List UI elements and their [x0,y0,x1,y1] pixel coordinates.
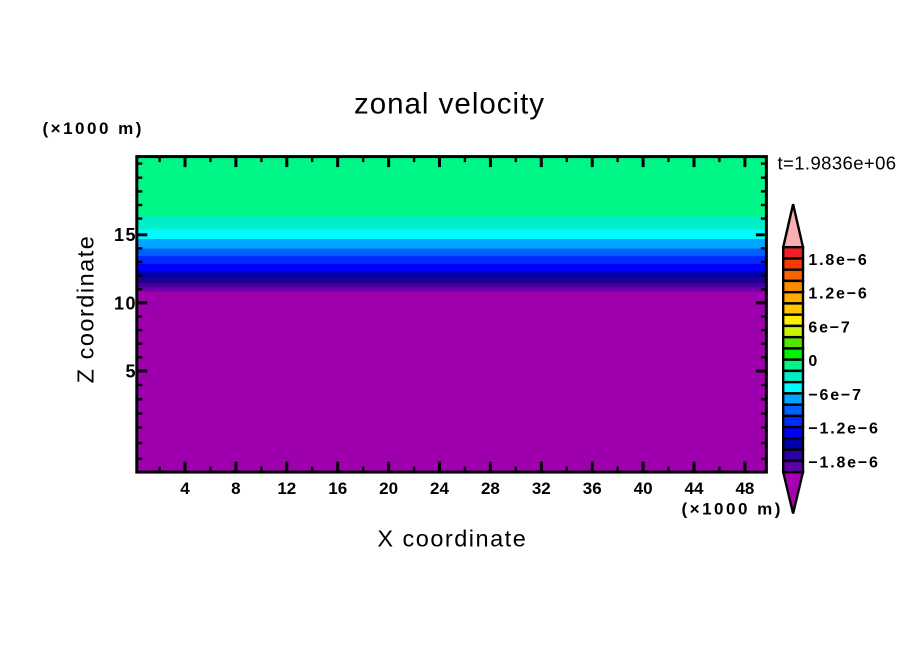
svg-text:Z coordinate: Z coordinate [73,235,99,384]
svg-text:X coordinate: X coordinate [377,525,527,551]
svg-text:15: 15 [114,225,137,245]
svg-text:−6e−7: −6e−7 [808,387,862,404]
svg-text:0: 0 [808,353,819,370]
svg-text:(×1000 m): (×1000 m) [682,500,783,519]
svg-text:40: 40 [634,479,653,498]
svg-text:−1.8e−6: −1.8e−6 [808,454,879,471]
svg-text:48: 48 [735,479,754,498]
svg-text:zonal velocity: zonal velocity [354,88,545,121]
svg-text:20: 20 [379,479,398,498]
svg-text:1.8e−6: 1.8e−6 [808,252,868,269]
svg-text:t=1.9836e+06: t=1.9836e+06 [778,152,897,173]
svg-text:5: 5 [125,361,137,381]
svg-text:−1.2e−6: −1.2e−6 [808,421,879,438]
svg-text:44: 44 [685,479,704,498]
svg-text:10: 10 [114,293,137,313]
svg-text:8: 8 [231,479,240,498]
svg-text:16: 16 [328,479,347,498]
svg-text:36: 36 [583,479,602,498]
svg-text:6e−7: 6e−7 [808,319,851,336]
svg-text:12: 12 [277,479,296,498]
svg-text:4: 4 [180,479,190,498]
svg-text:(×1000 m): (×1000 m) [43,119,144,138]
svg-text:28: 28 [481,479,500,498]
svg-text:32: 32 [532,479,551,498]
svg-text:1.2e−6: 1.2e−6 [808,286,868,303]
svg-text:24: 24 [430,479,449,498]
